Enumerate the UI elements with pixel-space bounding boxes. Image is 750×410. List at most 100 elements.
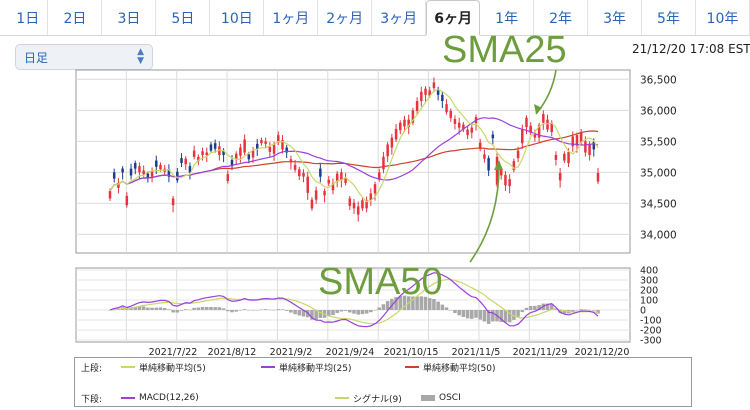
candle-body [516, 150, 520, 159]
candle [234, 151, 238, 165]
osci-bar [415, 296, 419, 310]
candle [407, 114, 410, 135]
osci-bar [129, 308, 133, 310]
candle-body [331, 183, 335, 191]
candle [420, 86, 423, 107]
osci-bar [146, 307, 150, 310]
price-tick-label: 36,500 [640, 74, 677, 86]
candle [386, 141, 389, 162]
tab-2[interactable]: 3日 [102, 0, 157, 35]
candle-body [125, 195, 129, 206]
candle [298, 166, 301, 181]
tab-4[interactable]: 10日 [210, 0, 265, 35]
candle [504, 171, 507, 191]
candle-body [436, 89, 440, 95]
osci-bar [385, 301, 390, 310]
candle-body [213, 143, 217, 149]
candle [399, 120, 402, 135]
legend-sma25-swatch [261, 366, 275, 368]
candle-body [201, 151, 204, 155]
osci-bar [335, 310, 339, 314]
osci-bar [343, 310, 348, 311]
tab-9[interactable]: 1年 [480, 0, 535, 35]
candle [390, 133, 394, 155]
date-tick-label: 2021/11/5 [452, 347, 501, 358]
candle-body [340, 172, 343, 181]
tab-5[interactable]: 1ヶ月 [264, 0, 319, 35]
osci-bar [558, 310, 562, 313]
candle-body [563, 153, 566, 161]
sma50-annotation: SMA50 [318, 261, 443, 303]
candle-body [335, 173, 339, 182]
osci-bar [562, 310, 567, 314]
osci-bar [457, 310, 461, 316]
candle-body [117, 182, 120, 188]
osci-bar [549, 304, 554, 310]
osci-bar [465, 310, 470, 319]
osci-bar [158, 307, 163, 310]
legend-sma50-label: 単純移動平均(50) [423, 363, 496, 374]
osci-bar [171, 310, 175, 313]
candle-body [554, 154, 558, 160]
osc-tick-label: 0 [640, 306, 646, 317]
tab-10[interactable]: 2年 [534, 0, 589, 35]
candle-body [289, 159, 293, 163]
osci-bar [453, 310, 457, 314]
candle-body [499, 169, 503, 176]
legend-signal-swatch [335, 397, 349, 399]
candle [310, 197, 314, 211]
osci-bar [474, 310, 478, 318]
osci-bar [587, 309, 592, 311]
candle [352, 199, 356, 214]
candle-body [155, 160, 158, 167]
candle [180, 153, 183, 168]
candle [133, 160, 137, 175]
candle [415, 97, 419, 115]
osci-bar [545, 303, 550, 310]
candle-body [596, 172, 600, 182]
osci-bar [238, 310, 243, 311]
osc-tick-label: 200 [640, 286, 658, 297]
tab-1[interactable]: 2日 [48, 0, 103, 35]
osci-bar [402, 295, 407, 310]
candle-body [108, 190, 112, 199]
osci-bar [352, 310, 356, 314]
osci-bar [364, 310, 369, 314]
tab-13[interactable]: 10年 [696, 0, 750, 35]
candle-body [529, 125, 532, 133]
date-tick-label: 2021/9/24 [326, 347, 375, 358]
tab-8[interactable]: 6ヶ月 [426, 0, 481, 36]
candle [302, 169, 305, 183]
candle-body [323, 190, 326, 196]
tab-3[interactable]: 5日 [156, 0, 211, 35]
osci-bar [247, 310, 251, 311]
candle-body [255, 143, 259, 149]
candle-body [352, 202, 356, 209]
candle-body [592, 141, 596, 150]
tab-7[interactable]: 3ヶ月 [372, 0, 427, 35]
candle-body [424, 88, 427, 95]
candle-body [373, 184, 377, 194]
osci-bar [272, 309, 276, 311]
osci-bar [503, 310, 508, 323]
candle [306, 171, 309, 200]
candle [176, 168, 179, 183]
candle-body [546, 119, 549, 130]
candle [348, 195, 352, 210]
candle [445, 99, 448, 115]
osci-bar [268, 309, 272, 311]
chart-period-select[interactable]: 日足 ▲ ▼ [15, 44, 153, 70]
osci-bar [314, 310, 318, 320]
candle [213, 139, 217, 153]
tab-11[interactable]: 3年 [588, 0, 643, 35]
candle-body [150, 171, 154, 177]
tab-0[interactable]: 1日 [8, 0, 49, 35]
date-tick-label: 2021/11/29 [513, 347, 568, 358]
candle-body [112, 172, 116, 179]
tab-6[interactable]: 2ヶ月 [318, 0, 373, 35]
osci-bar [167, 309, 171, 310]
candle-body [369, 193, 373, 201]
tab-12[interactable]: 5年 [642, 0, 696, 35]
osci-bar [255, 310, 260, 311]
candle-body [344, 177, 347, 183]
